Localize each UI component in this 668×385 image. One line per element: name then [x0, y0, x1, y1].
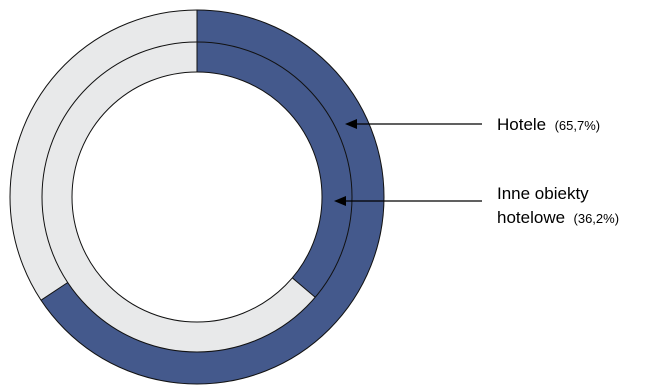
legend-label-inne-obiekty-name-1: Inne obiekty	[497, 184, 589, 203]
legend-label-hotele-name: Hotele	[497, 115, 546, 134]
ring-outline-3	[71, 71, 323, 323]
inner-ring-divider-2	[291, 277, 316, 298]
legend-label-hotele: Hotele (65,7%)	[497, 115, 600, 134]
legend-label-hotele-value: (65,7%)	[555, 118, 601, 133]
legend-label-inne-obiekty-value: (36,2%)	[574, 211, 620, 226]
legend-label-inne-obiekty-name-2: hotelowe	[497, 208, 565, 227]
inner-ring-remainder	[42, 42, 316, 352]
arrowhead-inne-obiekty	[334, 196, 346, 206]
legend-label-inne-obiekty-line2: hotelowe (36,2%)	[497, 208, 619, 227]
outer-ring-remainder	[9, 10, 198, 301]
donut-rings	[9, 9, 385, 385]
inner-ring-slice-inne-obiekty	[197, 42, 353, 298]
legend-label-inne-obiekty-line1: Inne obiekty	[497, 184, 589, 203]
arrowhead-hotele	[345, 119, 357, 129]
outer-ring-divider-2	[40, 282, 68, 301]
